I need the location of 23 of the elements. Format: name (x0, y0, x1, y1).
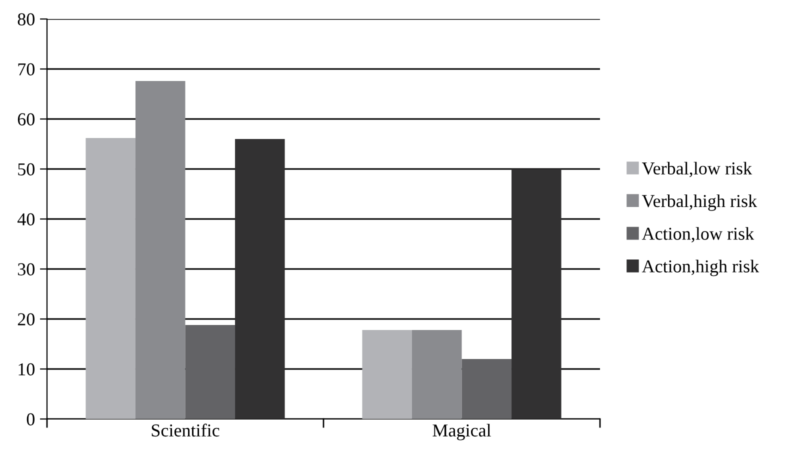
legend-label: Action,high risk (642, 260, 760, 276)
bar (412, 330, 462, 419)
y-tick-label: 20 (18, 313, 35, 326)
bar (462, 359, 512, 419)
bar (362, 330, 412, 419)
y-tick-label: 30 (18, 263, 35, 276)
y-tick-label: 0 (26, 413, 35, 426)
bar (185, 325, 236, 419)
y-tick-label: 50 (18, 163, 35, 176)
y-tick-label: 70 (18, 63, 35, 76)
bar (512, 169, 562, 419)
y-tick-label: 40 (17, 213, 35, 226)
legend-label: Verbal,high risk (642, 194, 758, 211)
x-tick-label: Magical (432, 424, 491, 440)
y-tick-label: 60 (18, 113, 35, 126)
bar (135, 81, 186, 419)
y-tick-label: 80 (18, 13, 35, 26)
legend-label: Action,low risk (642, 227, 754, 242)
x-tick-label: Scientific (152, 424, 220, 437)
bar (86, 138, 136, 419)
y-tick-label: 10 (18, 363, 35, 376)
legend-label: Verbal,low risk (642, 162, 752, 178)
bar (235, 139, 285, 419)
